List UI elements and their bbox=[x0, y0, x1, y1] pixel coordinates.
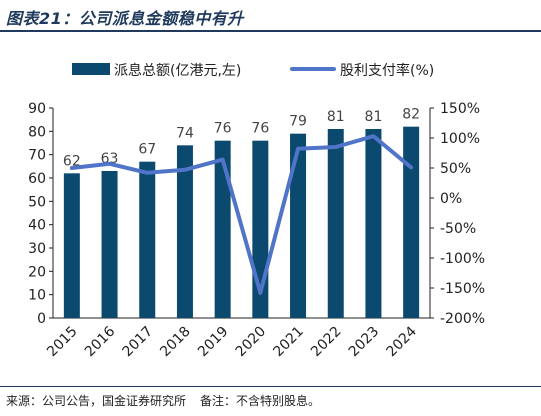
right-axis-tick-label: -100% bbox=[440, 251, 485, 267]
x-axis-tick-label: 2016 bbox=[82, 323, 119, 360]
legend-bar-label: 派息总额(亿港元,左) bbox=[114, 62, 241, 79]
left-axis-tick-label: 50 bbox=[28, 194, 46, 210]
x-axis-tick-label: 2021 bbox=[270, 324, 307, 361]
bar-data-label: 81 bbox=[327, 109, 345, 125]
right-axis-tick-label: -150% bbox=[440, 281, 485, 297]
payout-ratio-point-2021 bbox=[297, 148, 299, 150]
x-axis-tick-label: 2019 bbox=[195, 324, 232, 361]
source-note: 来源：公司公告，国金证券研究所 bbox=[6, 394, 187, 408]
bar-2018 bbox=[176, 145, 193, 318]
right-axis-tick-label: 100% bbox=[440, 131, 480, 147]
left-axis-tick-label: 80 bbox=[28, 124, 46, 140]
bar-2022 bbox=[327, 129, 344, 318]
right-axis-tick-label: 150% bbox=[440, 101, 480, 117]
right-axis-tick-label: 50% bbox=[440, 161, 471, 177]
bar-data-label: 67 bbox=[138, 142, 156, 158]
payout-ratio-point-2022 bbox=[335, 146, 337, 148]
left-axis-tick-label: 90 bbox=[28, 101, 46, 117]
payout-ratio-point-2020 bbox=[259, 292, 261, 294]
bar-data-label: 81 bbox=[365, 109, 383, 125]
left-axis-tick-label: 10 bbox=[28, 288, 46, 304]
payout-ratio-point-2016 bbox=[109, 163, 111, 165]
payout-ratio-point-2023 bbox=[372, 135, 374, 137]
figure-header: 图表21：公司派息金额稳中有升 bbox=[0, 0, 541, 32]
x-axis-tick-label: 2018 bbox=[157, 324, 194, 361]
bar-data-label: 62 bbox=[63, 153, 81, 169]
payout-ratio-point-2019 bbox=[222, 159, 224, 161]
bar-data-label: 74 bbox=[176, 125, 194, 141]
bar-2023 bbox=[365, 129, 382, 318]
bar-data-label: 76 bbox=[251, 121, 269, 137]
bar-2019 bbox=[214, 140, 231, 318]
right-axis-tick-label: 0% bbox=[440, 191, 462, 207]
x-axis-tick-label: 2017 bbox=[120, 324, 157, 361]
legend-line-label: 股利支付率(%) bbox=[340, 62, 434, 79]
bar-2017 bbox=[139, 161, 156, 318]
bar-2015 bbox=[63, 173, 80, 318]
footer-divider bbox=[0, 386, 541, 387]
x-axis-tick-label: 2015 bbox=[44, 324, 81, 361]
left-axis-tick-label: 60 bbox=[28, 171, 46, 187]
bar-data-label: 76 bbox=[214, 121, 232, 137]
left-axis-tick-label: 0 bbox=[37, 311, 46, 327]
right-axis-tick-label: -50% bbox=[440, 221, 476, 237]
figure-title: 图表21：公司派息金额稳中有升 bbox=[6, 9, 244, 28]
bar-2016 bbox=[101, 171, 118, 318]
bar-2024 bbox=[403, 126, 420, 319]
payout-ratio-point-2015 bbox=[71, 167, 73, 169]
x-axis-tick-label: 2022 bbox=[308, 324, 345, 361]
payout-ratio-line bbox=[69, 134, 414, 295]
payout-ratio-point-2017 bbox=[146, 172, 148, 174]
x-axis-tick-label: 2024 bbox=[383, 323, 420, 360]
bar-data-label: 82 bbox=[402, 107, 420, 123]
legend-bar-swatch bbox=[72, 63, 110, 75]
right-axis-tick-label: -200% bbox=[440, 311, 485, 327]
bar-data-label: 79 bbox=[289, 114, 307, 130]
dividend-chart: 0 10 20 30 40 50 60 70 80 90 -200% -150% -100% -50% 0%… bbox=[28, 62, 485, 361]
bar-2021 bbox=[290, 133, 307, 318]
title-divider bbox=[0, 30, 541, 32]
x-axis-tick-label: 2020 bbox=[233, 324, 270, 361]
x-axis-tick-label: 2023 bbox=[346, 324, 383, 361]
left-axis-tick-label: 70 bbox=[28, 148, 46, 164]
payout-ratio-point-2024 bbox=[410, 166, 412, 168]
figure-footer: 来源：公司公告，国金证券研究所 备注：不含特别股息。 bbox=[6, 392, 320, 409]
left-axis-tick-label: 40 bbox=[28, 218, 46, 234]
payout-ratio-point-2018 bbox=[184, 169, 186, 171]
left-axis-tick-label: 30 bbox=[28, 241, 46, 257]
remark-note: 备注：不含特别股息。 bbox=[200, 394, 321, 408]
left-axis-tick-label: 20 bbox=[28, 264, 46, 280]
